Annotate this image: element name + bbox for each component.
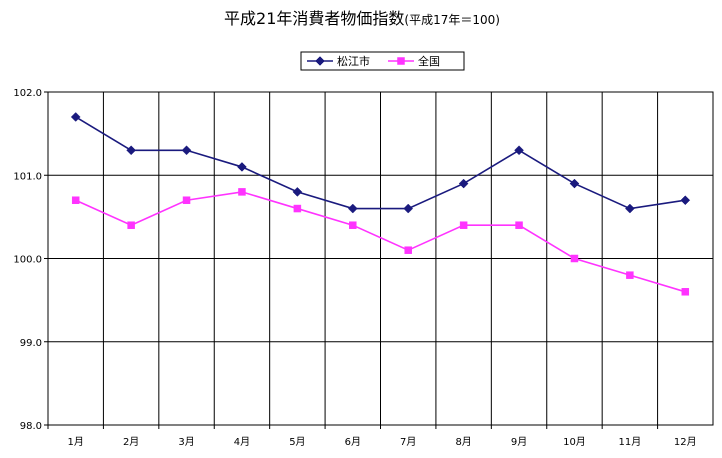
legend-label: 松江市: [337, 54, 370, 68]
data-point: [569, 178, 580, 189]
data-point: [680, 195, 691, 206]
data-point: [70, 112, 81, 122]
data-point: [181, 145, 192, 156]
x-tick-label: 5月: [289, 436, 305, 448]
y-tick-label: 99.0: [20, 338, 42, 349]
series-line: [75, 191, 686, 293]
x-tick-label: 11月: [619, 436, 642, 448]
data-point: [626, 271, 634, 279]
data-point: [238, 188, 246, 196]
data-point: [347, 203, 358, 214]
series-1: [70, 112, 691, 214]
chart-subtitle: (平成17年＝100): [404, 13, 500, 27]
series-2: [71, 188, 690, 296]
x-tick-label: 8月: [455, 436, 471, 448]
y-tick-label: 102.0: [13, 88, 42, 99]
x-tick-label: 1月: [68, 436, 84, 448]
data-point: [515, 221, 523, 229]
legend-box: [300, 51, 465, 71]
data-point: [458, 178, 469, 189]
data-point: [681, 288, 690, 296]
chart-title-main: 平成21年消費者物価指数: [224, 9, 404, 28]
data-point: [404, 246, 412, 254]
data-point: [182, 196, 191, 204]
legend-marker: [315, 56, 325, 66]
legend-item: 松江市: [307, 54, 370, 68]
y-tick-label: 98.0: [20, 421, 42, 432]
legend-marker: [397, 57, 405, 65]
data-point: [71, 196, 80, 204]
data-point: [403, 203, 414, 214]
data-point: [514, 145, 524, 156]
x-tick-label: 2月: [123, 436, 139, 448]
plot-area: 98.0 99.0 100.0 101.0 102.0 1月 2月 3月 4月 5月 6月 7月 8月…: [13, 88, 714, 448]
legend-label: 全国: [418, 54, 440, 68]
x-tick-label: 3月: [178, 436, 194, 448]
x-tick-label: 12月: [674, 436, 697, 448]
data-point: [293, 204, 302, 213]
series-line: [75, 116, 686, 210]
legend: 松江市 全国: [300, 51, 465, 71]
x-tick-label: 10月: [563, 436, 586, 448]
data-point: [570, 254, 579, 263]
x-tick-label: 4月: [234, 436, 250, 448]
data-point: [126, 145, 136, 156]
y-tick-label: 100.0: [13, 255, 42, 266]
x-tick-label: 9月: [511, 436, 527, 448]
data-point: [127, 221, 135, 229]
y-tick-label: 101.0: [13, 171, 42, 182]
data-point: [292, 187, 303, 197]
data-point: [459, 221, 468, 229]
legend-item: 全国: [388, 54, 440, 68]
data-point: [237, 162, 247, 172]
x-tick-label: 6月: [345, 436, 361, 448]
x-tick-label: 7月: [400, 436, 416, 448]
chart-title: 平成21年消費者物価指数(平成17年＝100): [224, 9, 500, 28]
data-point: [349, 221, 357, 229]
data-point: [625, 203, 635, 214]
